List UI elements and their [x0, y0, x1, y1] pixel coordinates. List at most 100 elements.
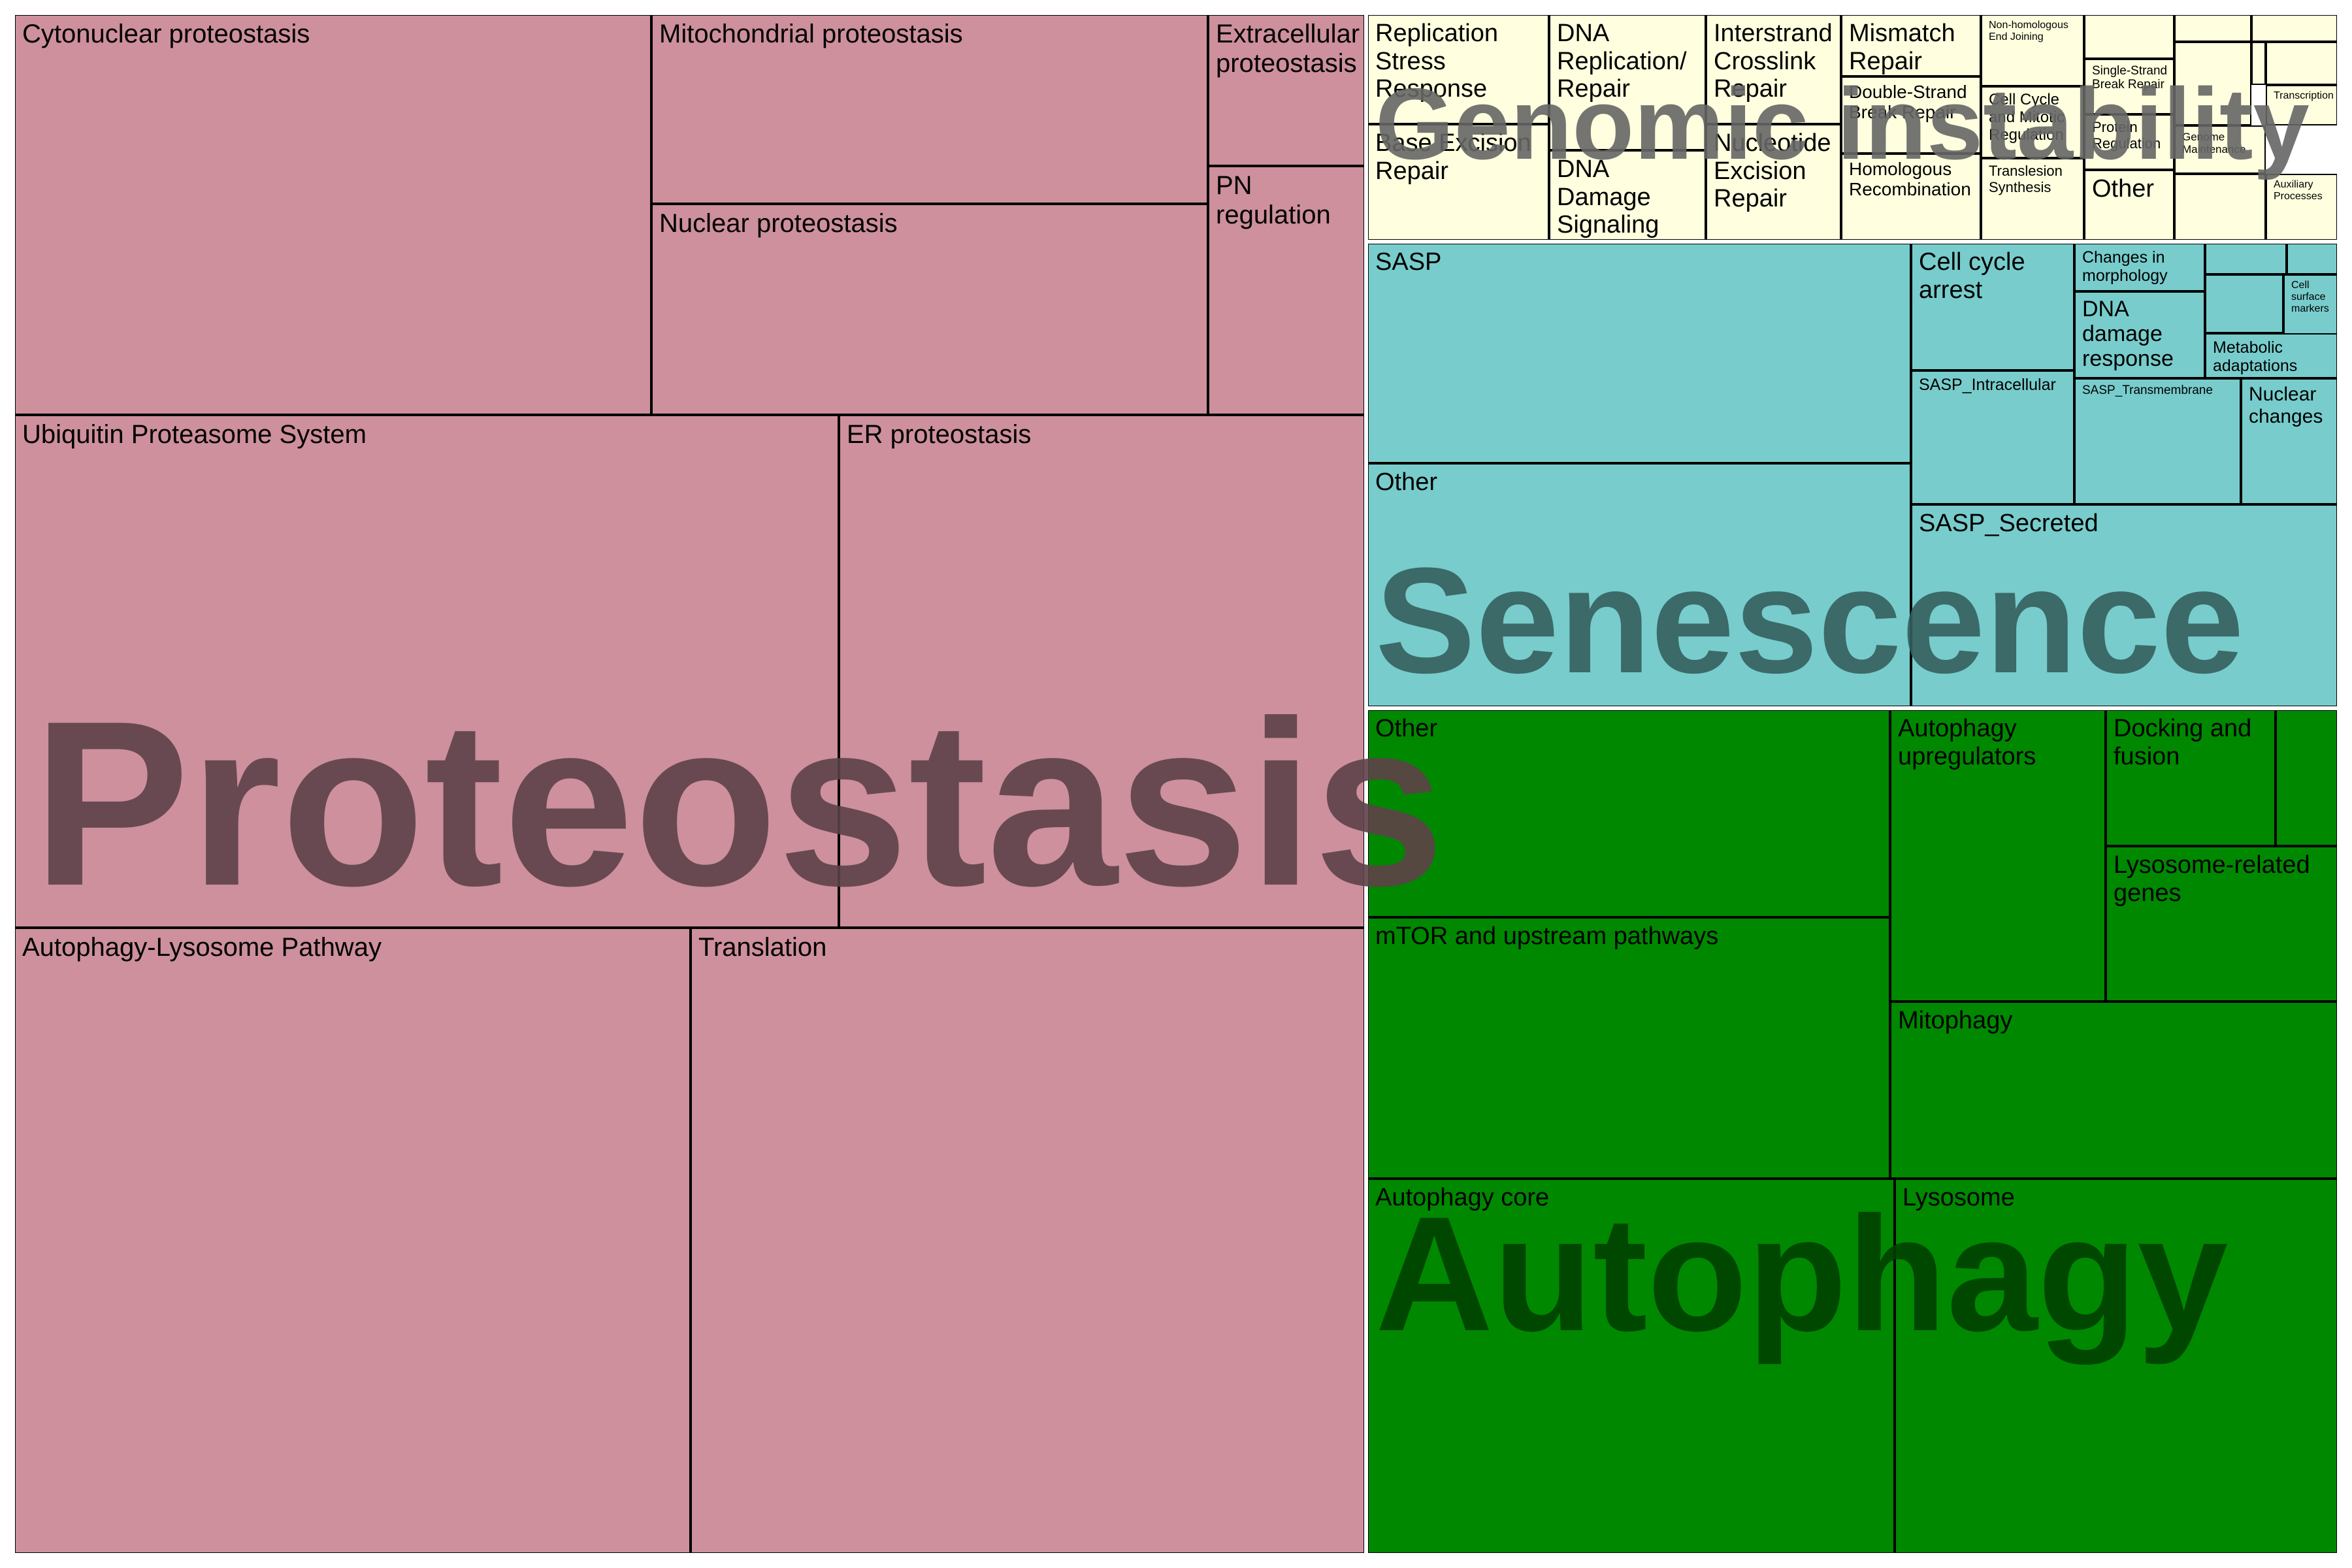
treemap-cell-senescence-nuclear-changes: Nuclear changes — [2241, 378, 2338, 504]
cell-label: SASP_Transmembrane — [2082, 384, 2213, 397]
treemap-cell-genomic-instability-dna-damage-signaling: DNA Damage Signaling — [1549, 150, 1706, 240]
treemap-cell-genomic-instability-homologous-recombination: Homologous Recombination — [1841, 154, 1981, 240]
treemap-cell-genomic-instability-cell-cycle-and-mitotic-regulation: Cell Cycle and Mitotic Regulation — [1981, 86, 2084, 158]
treemap-cell-genomic-instability-replication-stress-response: Replication Stress Response — [1367, 14, 1549, 124]
cell-label: DNA Replication/ Repair — [1557, 20, 1687, 103]
treemap-cell — [2251, 42, 2266, 85]
treemap-cell-senescence-sasp: SASP — [1367, 243, 1911, 463]
cell-label: Extracellular proteostasis — [1216, 20, 1360, 78]
cell-label: Autophagy-Lysosome Pathway — [22, 933, 382, 962]
treemap-cell-senescence-sasp-secreted: SASP_Secreted — [1911, 504, 2338, 707]
treemap-cell — [2287, 243, 2338, 274]
cell-label: Lysosome — [1903, 1184, 2015, 1211]
treemap-cell-proteostasis-er-proteostasis: ER proteostasis — [839, 415, 1365, 928]
cell-label: Mismatch Repair — [1849, 20, 1955, 75]
treemap-cell-proteostasis-ubiquitin-proteasome-system: Ubiquitin Proteasome System — [14, 415, 839, 928]
treemap-cell — [2251, 14, 2338, 42]
cell-label: Other — [1375, 468, 1438, 496]
treemap-cell — [2174, 174, 2266, 240]
cell-label: Nuclear proteostasis — [659, 209, 898, 238]
cell-label: Auxiliary Processes — [2274, 179, 2323, 202]
cell-label: Docking and fusion — [2114, 715, 2252, 770]
treemap-cell-autophagy-autophagy-upregulators: Autophagy upregulators — [1890, 710, 2106, 1002]
cell-label: DNA damage response — [2082, 297, 2174, 372]
treemap-cell — [2174, 42, 2251, 125]
treemap-cell — [2205, 243, 2287, 274]
cell-label: Protein Regulation — [2092, 119, 2161, 152]
treemap-cell-autophagy-lysosome-related-genes: Lysosome-related genes — [2106, 846, 2338, 1002]
cell-label: Translation — [698, 933, 827, 962]
cell-label: Ubiquitin Proteasome System — [22, 420, 367, 449]
treemap-cell-senescence-other: Other — [1367, 463, 1911, 707]
cell-label: SASP_Secreted — [1919, 510, 2099, 537]
treemap-cell-genomic-instability-other: Other — [2084, 170, 2174, 240]
treemap-cell-autophagy-docking-and-fusion: Docking and fusion — [2106, 710, 2276, 846]
treemap-cell-genomic-instability-non-homologous-end-joining: Non-homologous End Joining — [1981, 14, 2084, 86]
cell-label: Metabolic adaptations — [2213, 338, 2298, 375]
treemap-cell-proteostasis-translation: Translation — [691, 928, 1365, 1554]
treemap-cell — [2266, 42, 2338, 85]
cell-label: Mitophagy — [1898, 1007, 2013, 1034]
treemap-cell-senescence-changes-in-morphology: Changes in morphology — [2074, 243, 2205, 291]
cell-label: mTOR and upstream pathways — [1375, 923, 1719, 950]
cell-label: Translesion Synthesis — [1989, 163, 2063, 195]
cell-label: SASP_Intracellular — [1919, 376, 2056, 394]
cell-label: Homologous Recombination — [1849, 159, 1971, 200]
treemap-cell-genomic-instability-double-strand-break-repair: Double-Strand Break Repair — [1841, 76, 1981, 154]
cell-label: Other — [1375, 715, 1438, 742]
treemap-cell-genomic-instability-mismatch-repair: Mismatch Repair — [1841, 14, 1981, 76]
treemap-cell — [2276, 710, 2338, 846]
cell-label: Base Excision Repair — [1375, 129, 1531, 185]
treemap-cell-autophagy-other: Other — [1367, 710, 1890, 917]
treemap-cell-genomic-instability-single-strand-break-repair: Single-Strand Break Repair — [2084, 59, 2174, 114]
cell-label: Autophagy upregulators — [1898, 715, 2036, 770]
cell-label: Other — [2092, 175, 2155, 203]
treemap-cell-genomic-instability-dna-replication-repair: DNA Replication/ Repair — [1549, 14, 1706, 150]
treemap-cell-genomic-instability-nucleotide-excision-repair: Nucleotide Excision Repair — [1706, 124, 1841, 240]
treemap-cell-genomic-instability-transcription: Transcription — [2266, 85, 2338, 125]
treemap-cell-genomic-instability-genome-maintenance: Genome Maintenance — [2174, 125, 2266, 174]
cell-label: PN regulation — [1216, 171, 1331, 229]
treemap-cell-autophagy-autophagy-core: Autophagy core — [1367, 1179, 1895, 1554]
treemap-cell-genomic-instability-base-excision-repair: Base Excision Repair — [1367, 124, 1549, 240]
cell-label: Nuclear changes — [2249, 384, 2323, 427]
treemap-cell-autophagy-mtor-and-upstream-pathways: mTOR and upstream pathways — [1367, 917, 1890, 1179]
cell-label: Cytonuclear proteostasis — [22, 20, 310, 48]
treemap-cell-proteostasis-autophagy-lysosome-pathway: Autophagy-Lysosome Pathway — [14, 928, 691, 1554]
treemap-cell-proteostasis-nuclear-proteostasis: Nuclear proteostasis — [651, 204, 1208, 415]
cell-label: Non-homologous End Joining — [1989, 20, 2068, 42]
cell-label: Single-Strand Break Repair — [2092, 64, 2168, 92]
treemap-cell — [2084, 14, 2174, 59]
treemap-cell-genomic-instability-translesion-synthesis: Translesion Synthesis — [1981, 158, 2084, 240]
treemap-cell-proteostasis-mitochondrial-proteostasis: Mitochondrial proteostasis — [651, 14, 1208, 204]
treemap-cell-senescence-cell-surface-markers: Cell surface markers — [2283, 274, 2338, 336]
treemap-cell-genomic-instability-protein-regulation: Protein Regulation — [2084, 114, 2174, 170]
treemap-cell — [2205, 274, 2283, 333]
treemap-cell-autophagy-lysosome: Lysosome — [1895, 1179, 2338, 1554]
treemap-cell-genomic-instability-auxiliary-processes: Auxiliary Processes — [2266, 174, 2338, 240]
treemap-cell-genomic-instability-interstrand-crosslink-repair: Interstrand Crosslink Repair — [1706, 14, 1841, 124]
cell-label: Lysosome-related genes — [2114, 851, 2310, 907]
cell-label: Genome Maintenance — [2182, 131, 2246, 156]
treemap-cell-proteostasis-extracellular-proteostasis: Extracellular proteostasis — [1208, 14, 1365, 166]
cell-label: DNA Damage Signaling — [1557, 155, 1659, 239]
treemap-cell-proteostasis-cytonuclear-proteostasis: Cytonuclear proteostasis — [14, 14, 651, 415]
cell-label: Autophagy core — [1375, 1184, 1550, 1211]
cell-label: ER proteostasis — [847, 420, 1032, 449]
cell-label: Nucleotide Excision Repair — [1714, 129, 1831, 213]
treemap-cell-senescence-metabolic-adaptations: Metabolic adaptations — [2205, 333, 2338, 378]
cell-label: Interstrand Crosslink Repair — [1714, 20, 1833, 103]
treemap-cell-senescence-dna-damage-response: DNA damage response — [2074, 291, 2205, 378]
cell-label: Changes in morphology — [2082, 248, 2168, 285]
treemap-cell-senescence-sasp-intracellular: SASP_Intracellular — [1911, 370, 2074, 504]
cell-label: Mitochondrial proteostasis — [659, 20, 963, 48]
treemap-cell-senescence-cell-cycle-arrest: Cell cycle arrest — [1911, 243, 2074, 370]
cell-label: Double-Strand Break Repair — [1849, 82, 1967, 123]
cell-label: Cell Cycle and Mitotic Regulation — [1989, 91, 2065, 144]
treemap-cell-proteostasis-pn-regulation: PN regulation — [1208, 166, 1365, 415]
cell-label: Transcription — [2274, 90, 2334, 101]
treemap-cell-autophagy-mitophagy: Mitophagy — [1890, 1002, 2338, 1179]
cell-label: SASP — [1375, 248, 1442, 276]
treemap-cell-senescence-sasp-transmembrane: SASP_Transmembrane — [2074, 378, 2241, 504]
